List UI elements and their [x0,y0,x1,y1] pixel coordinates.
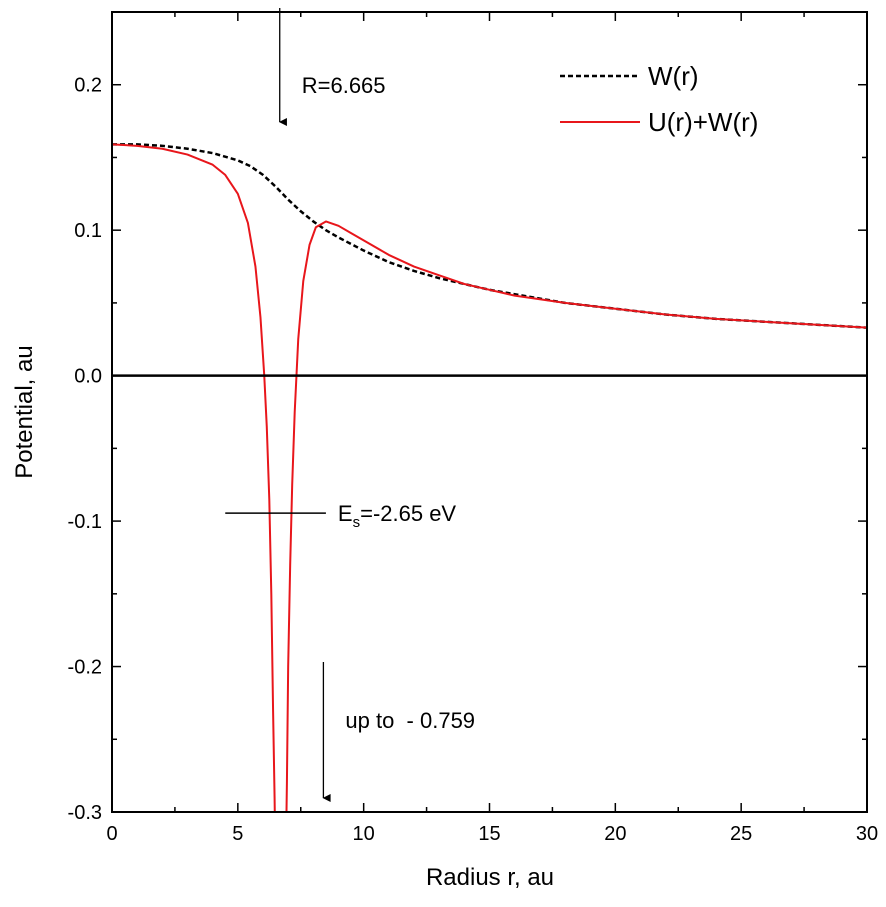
y-tick-label: 0.0 [74,366,102,388]
y-tick-label: -0.2 [68,657,102,679]
x-tick-label: 25 [730,823,752,845]
axes-layer: 0 5 10 15 20 25 30 -0.3 -0.2 -0.1 0.0 0.1 0.2 [68,11,878,845]
x-tick-label: 30 [856,823,878,845]
y-axis-title: Potential, au [11,345,38,478]
legend-label-w: W(r) [648,61,699,91]
r-marker-label: R=6.665 [302,73,386,98]
y-tick-label: -0.3 [68,802,102,824]
energy-level-label: Es=-2.65 eV [338,501,457,531]
series-line-u-plus-w [112,143,867,812]
y-tick-label: -0.1 [68,511,102,533]
x-tick-label: 0 [106,823,117,845]
x-tick-label: 5 [232,823,243,845]
legend: W(r) U(r)+W(r) [560,61,758,137]
x-axis-title: Radius r, au [426,864,554,891]
y-tick-label: 0.1 [74,220,102,242]
series-layer [112,143,867,812]
x-tick-label: 20 [604,823,626,845]
series-line-w [112,143,867,329]
legend-label-u-plus-w: U(r)+W(r) [648,107,758,137]
x-tick-label: 10 [353,823,375,845]
x-tick-label: 15 [478,823,500,845]
annotation-layer: R=6.665 Es=-2.65 eV up to - 0.759 [225,8,475,802]
y-tick-label: 0.2 [74,75,102,97]
depth-label: up to - 0.759 [345,708,475,733]
